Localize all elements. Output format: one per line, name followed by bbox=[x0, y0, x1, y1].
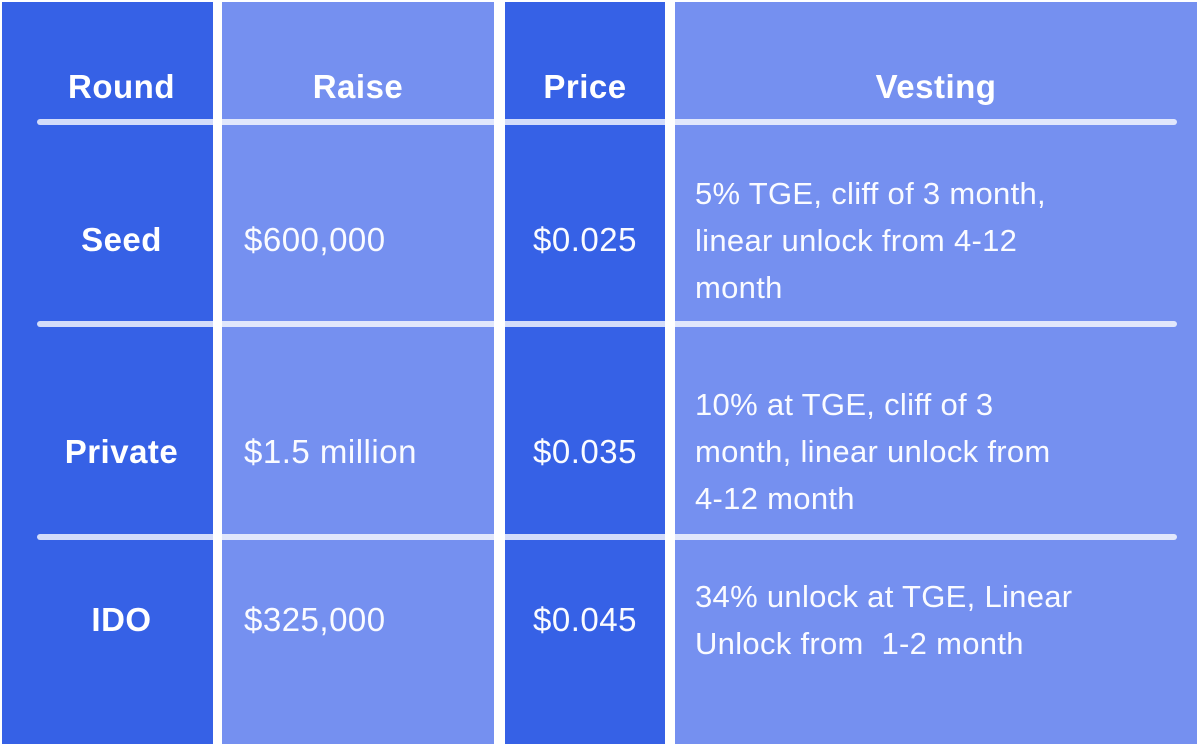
header-raise: Raise bbox=[222, 2, 494, 122]
column-raise: Raise $600,000 $1.5 million $325,000 bbox=[222, 2, 494, 744]
row-divider-seed bbox=[37, 321, 1177, 327]
price-value: $0.035 bbox=[533, 432, 637, 470]
vesting-terms: 5% TGE, cliff of 3 month, linear unlock … bbox=[695, 175, 1046, 305]
cell-ido-price: $0.045 bbox=[505, 535, 665, 744]
header-price-label: Price bbox=[543, 68, 627, 105]
round-name: Private bbox=[64, 432, 179, 470]
header-vesting: Vesting bbox=[675, 2, 1197, 122]
round-name: IDO bbox=[91, 600, 152, 638]
header-raise-label: Raise bbox=[312, 68, 404, 105]
header-price: Price bbox=[505, 2, 665, 122]
cell-seed-raise: $600,000 bbox=[222, 122, 494, 322]
cell-seed-vesting: 5% TGE, cliff of 3 month, linear unlock … bbox=[675, 122, 1197, 322]
vesting-terms: 10% at TGE, cliff of 3 month, linear unl… bbox=[695, 387, 1051, 516]
cell-private-round: Private bbox=[2, 322, 213, 535]
cell-seed-round: Seed bbox=[2, 122, 213, 322]
price-value: $0.025 bbox=[533, 221, 637, 258]
vesting-terms: 34% unlock at TGE, Linear Unlock from 1-… bbox=[695, 578, 1073, 661]
raise-value: $1.5 million bbox=[244, 432, 417, 470]
cell-private-vesting: 10% at TGE, cliff of 3 month, linear unl… bbox=[675, 322, 1197, 535]
cell-private-raise: $1.5 million bbox=[222, 322, 494, 535]
round-name: Seed bbox=[81, 221, 162, 258]
cell-private-price: $0.035 bbox=[505, 322, 665, 535]
cell-seed-price: $0.025 bbox=[505, 122, 665, 322]
cell-ido-vesting: 34% unlock at TGE, Linear Unlock from 1-… bbox=[675, 535, 1197, 744]
row-divider-private bbox=[37, 534, 1177, 540]
header-round: Round bbox=[2, 2, 213, 122]
price-value: $0.045 bbox=[533, 600, 637, 638]
header-vesting-label: Vesting bbox=[875, 68, 997, 105]
header-round-label: Round bbox=[68, 68, 175, 105]
column-price: Price $0.025 $0.035 $0.045 bbox=[505, 2, 665, 744]
raise-value: $600,000 bbox=[244, 221, 386, 258]
cell-ido-round: IDO bbox=[2, 535, 213, 744]
raise-value: $325,000 bbox=[244, 600, 386, 638]
column-round: Round Seed Private IDO bbox=[2, 2, 213, 744]
column-vesting: Vesting 5% TGE, cliff of 3 month, linear… bbox=[675, 2, 1197, 744]
row-divider-header bbox=[37, 119, 1177, 125]
cell-ido-raise: $325,000 bbox=[222, 535, 494, 744]
